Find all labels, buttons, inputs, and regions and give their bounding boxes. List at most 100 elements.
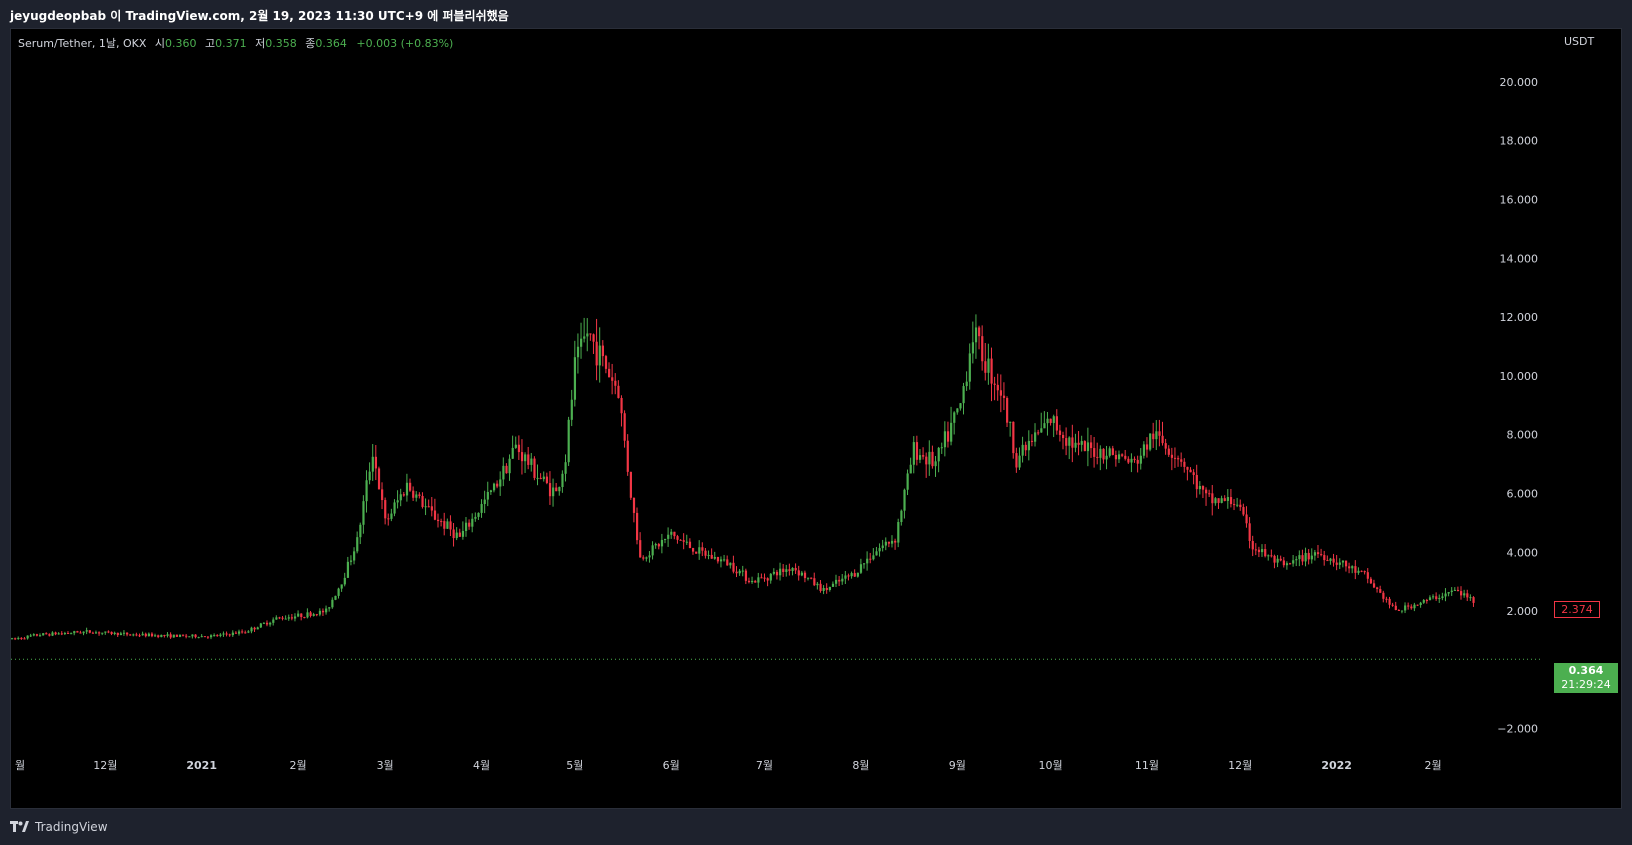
last-price-tag: 0.364 21:29:24 [1554, 663, 1618, 693]
x-tick-label: 2월 [290, 759, 307, 772]
candle-body [1161, 435, 1164, 444]
candle-body [816, 583, 819, 586]
candle-body [1282, 560, 1285, 566]
candle-body [894, 540, 897, 543]
candle-body [250, 627, 253, 632]
candle-body [813, 578, 816, 586]
candle-body [415, 494, 418, 498]
candle-body [381, 489, 384, 501]
candle-body [831, 583, 835, 587]
candle-body [934, 461, 937, 467]
candle-body [293, 616, 297, 619]
candle-body [393, 502, 396, 514]
candle-body [1295, 559, 1298, 561]
candle-body [1435, 596, 1438, 600]
candle-body [648, 555, 651, 558]
candle-body [1037, 432, 1040, 434]
candle-body [182, 634, 185, 636]
candle-body [520, 452, 524, 462]
candlestick-chart[interactable]: 20.000 18.000 16.000 14.000 12.000 10.000 8.00… [11, 29, 1621, 808]
candle-body [110, 631, 113, 635]
candle-body [328, 607, 331, 609]
candle-body [530, 458, 533, 465]
candle-body [222, 633, 225, 635]
currency-label[interactable]: USDT [1564, 35, 1595, 48]
y-tick-label: 4.000 [1507, 546, 1539, 559]
candle-body [1198, 486, 1202, 490]
candle-body [1009, 421, 1012, 423]
candle-body [875, 551, 878, 556]
candle-body [150, 633, 154, 637]
candle-body [555, 487, 558, 492]
candle-body [1313, 552, 1317, 556]
candle-body [999, 390, 1003, 396]
candle-body [1279, 558, 1282, 561]
candle-body [1046, 418, 1049, 424]
candle-body [166, 634, 169, 636]
candle-body [1226, 497, 1230, 501]
candle-body [346, 561, 350, 578]
candle-body [331, 599, 334, 608]
candle-body [1002, 395, 1006, 398]
candle-body [1183, 461, 1186, 467]
candle-body [343, 577, 346, 585]
y-tick-label: 14.000 [1500, 252, 1539, 265]
x-tick-label: 6월 [663, 759, 680, 772]
candle-body [1264, 549, 1267, 557]
candle-body [866, 558, 869, 564]
candle-body [909, 464, 912, 474]
candle-body [1217, 498, 1220, 503]
candle-body [216, 635, 219, 637]
candle-body [309, 612, 312, 616]
candle-body [536, 477, 539, 479]
candle-body [673, 531, 676, 537]
candle-body [1062, 434, 1065, 439]
candle-body [545, 476, 549, 484]
candle-body [38, 635, 42, 637]
low-value: 0.358 [265, 37, 297, 50]
candle-body [835, 579, 838, 584]
candle-body [455, 532, 458, 539]
candle-body [334, 595, 337, 600]
candle-body [558, 487, 561, 492]
candle-body [589, 333, 592, 335]
candle-body [303, 617, 306, 619]
candle-body [611, 377, 614, 381]
candle-body [135, 634, 138, 636]
candle-body [1102, 448, 1105, 460]
candle-body [88, 630, 91, 633]
candle-body [1251, 540, 1254, 550]
symbol-name[interactable]: Serum/Tether, 1날, OKX [18, 37, 147, 50]
open-value: 0.360 [165, 37, 197, 50]
candle-body [1432, 596, 1435, 598]
candle-body [1335, 562, 1338, 565]
candle-body [1351, 566, 1354, 569]
candle-body [1460, 591, 1463, 596]
candle-body [1027, 440, 1030, 451]
candle-body [623, 413, 626, 441]
candle-body [667, 534, 670, 539]
candle-body [968, 353, 971, 382]
candle-body [766, 578, 769, 581]
candle-body [1248, 523, 1251, 541]
x-tick-label: 10월 [1039, 759, 1063, 772]
candle-body [66, 633, 70, 635]
candle-body [1242, 507, 1245, 515]
candle-body [1276, 558, 1279, 563]
candle-body [688, 541, 692, 549]
candle-body [1030, 440, 1034, 442]
candle-body [1397, 609, 1401, 611]
candle-body [1220, 498, 1223, 503]
tradingview-logo[interactable]: TradingView [10, 820, 108, 834]
candle-body [704, 550, 707, 556]
candle-body [974, 327, 978, 343]
candle-body [132, 634, 135, 636]
candle-body [160, 634, 163, 637]
candle-body [474, 516, 477, 519]
candle-body [374, 456, 378, 469]
candle-body [953, 412, 956, 423]
chart-area[interactable]: 20.000 18.000 16.000 14.000 12.000 10.000 8.00… [10, 28, 1622, 809]
candle-body [412, 490, 415, 498]
candle-body [241, 631, 244, 633]
candle-body [45, 633, 48, 635]
